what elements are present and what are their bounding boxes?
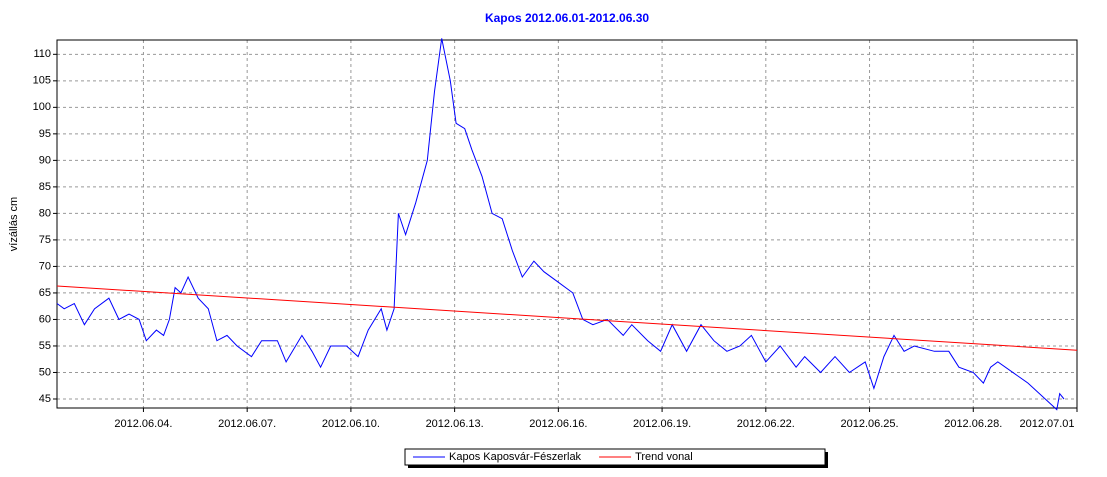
y-tick-label: 60	[39, 313, 51, 325]
x-tick-label: 2012.06.19.	[633, 418, 691, 430]
y-tick-label: 45	[39, 393, 51, 405]
y-axis-label: vízállás cm	[8, 197, 20, 251]
y-tick-label: 105	[33, 75, 51, 87]
y-tick-label: 110	[33, 48, 51, 60]
y-tick-label: 70	[39, 260, 51, 272]
y-tick-label: 90	[39, 154, 51, 166]
legend-label: Kapos Kaposvár-Fészerlak	[449, 451, 582, 463]
x-tick-label: 2012.06.13.	[426, 418, 484, 430]
y-tick-label: 95	[39, 128, 51, 140]
y-tick-label: 80	[39, 207, 51, 219]
chart-title: Kapos 2012.06.01-2012.06.30	[485, 11, 649, 25]
x-tick-label: 2012.06.07.	[218, 418, 276, 430]
data-line	[56, 38, 1065, 411]
legend-label: Trend vonal	[635, 451, 693, 463]
x-tick-label: 2012.06.25.	[840, 418, 898, 430]
y-tick-label: 75	[39, 234, 51, 246]
x-tick-label: 2012.06.04.	[114, 418, 172, 430]
y-tick-label: 50	[39, 366, 51, 378]
data-line	[56, 285, 1078, 351]
x-tick-label: 2012.07.01	[1019, 418, 1074, 430]
y-tick-label: 85	[39, 181, 51, 193]
x-tick-label: 2012.06.22.	[737, 418, 795, 430]
x-tick-label: 2012.06.28.	[944, 418, 1002, 430]
plot-border	[56, 39, 1078, 409]
x-tick-label: 2012.06.10.	[322, 418, 380, 430]
y-tick-label: 55	[39, 340, 51, 352]
plot-area	[57, 40, 1077, 408]
y-tick-label: 65	[39, 287, 51, 299]
x-tick-label: 2012.06.16.	[529, 418, 587, 430]
y-tick-label: 100	[33, 101, 51, 113]
